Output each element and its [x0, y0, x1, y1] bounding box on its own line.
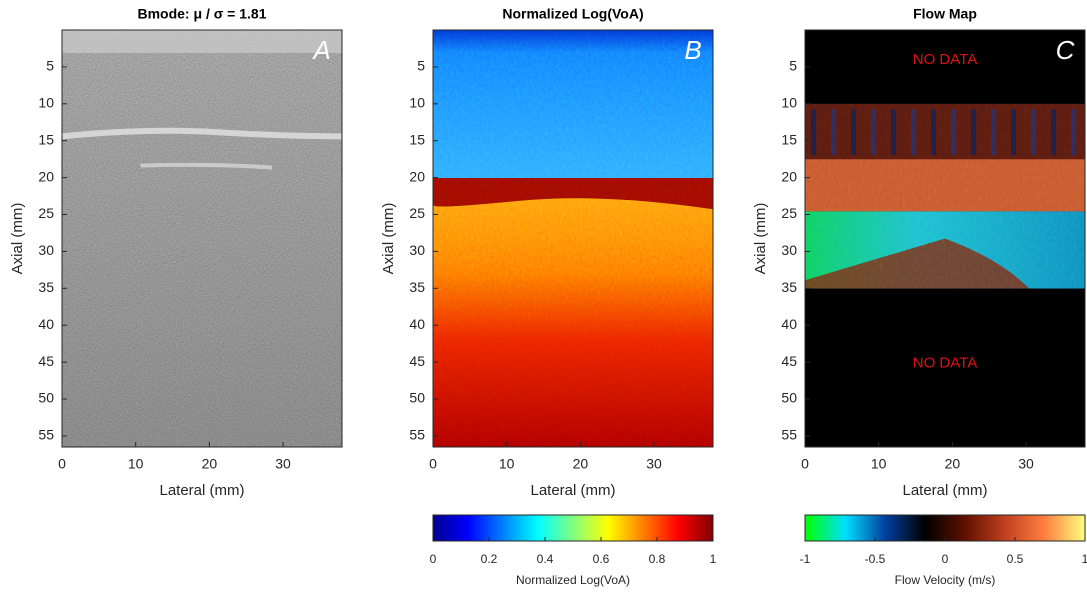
- panel-label: C: [1056, 35, 1075, 65]
- x-tick-label: 10: [499, 456, 515, 472]
- colorbar-tick-label: -0.5: [865, 552, 886, 566]
- colorbar-label: Flow Velocity (m/s): [895, 573, 996, 587]
- y-tick-label: 20: [38, 168, 54, 184]
- y-tick-label: 15: [781, 131, 797, 147]
- y-tick-label: 40: [781, 316, 797, 332]
- image-texture: [805, 103, 1085, 289]
- axes-box: [61, 29, 343, 448]
- y-tick-label: 20: [409, 168, 425, 184]
- colorbar-tick-label: 0.8: [649, 552, 666, 566]
- x-tick-label: 20: [945, 456, 961, 472]
- y-axis-label: Axial (mm): [380, 203, 397, 275]
- x-tick-label: 20: [202, 456, 218, 472]
- y-tick-label: 35: [781, 279, 797, 295]
- x-tick-label: 30: [1018, 456, 1034, 472]
- x-tick-label: 10: [871, 456, 887, 472]
- colorbar-tick-label: -1: [800, 552, 811, 566]
- y-tick-label: 25: [781, 205, 797, 221]
- image-shade: [62, 30, 342, 447]
- chart-title: Bmode: μ / σ = 1.81: [137, 6, 266, 22]
- colorbar-tick-label: 1: [1082, 552, 1087, 566]
- x-tick-label: 0: [429, 456, 437, 472]
- colorbar-tick-label: 0: [942, 552, 949, 566]
- colorbar-tick-label: 0.2: [481, 552, 498, 566]
- y-tick-label: 10: [409, 95, 425, 111]
- chart-title: Flow Map: [913, 6, 977, 22]
- y-axis-label: Axial (mm): [9, 203, 26, 275]
- colorbar-tick-label: 0: [430, 552, 437, 566]
- y-tick-label: 5: [46, 58, 54, 74]
- y-tick-label: 35: [409, 279, 425, 295]
- annotation: NO DATA: [913, 51, 977, 68]
- colorbar-tick-label: 0.4: [537, 552, 554, 566]
- y-tick-label: 40: [38, 316, 54, 332]
- x-axis-label: Lateral (mm): [902, 482, 987, 499]
- annotation: NO DATA: [913, 355, 977, 372]
- y-tick-label: 45: [409, 353, 425, 369]
- colorbar-tick-label: 0.6: [593, 552, 610, 566]
- chart-title: Normalized Log(VoA): [502, 6, 643, 22]
- colorbar: [432, 514, 714, 542]
- y-tick-label: 20: [781, 168, 797, 184]
- y-tick-label: 25: [409, 205, 425, 221]
- y-axis-label: Axial (mm): [752, 203, 769, 275]
- x-axis-label: Lateral (mm): [159, 482, 244, 499]
- y-tick-label: 50: [781, 390, 797, 406]
- colorbar-tick-label: 1: [710, 552, 717, 566]
- x-tick-label: 10: [128, 456, 144, 472]
- image: [433, 30, 713, 447]
- y-tick-label: 40: [409, 316, 425, 332]
- x-tick-label: 20: [573, 456, 589, 472]
- y-tick-label: 30: [781, 242, 797, 258]
- y-tick-label: 30: [409, 242, 425, 258]
- x-tick-label: 30: [275, 456, 291, 472]
- y-tick-label: 55: [38, 427, 54, 443]
- x-tick-label: 30: [646, 456, 662, 472]
- panel-label: A: [311, 35, 330, 65]
- y-tick-label: 5: [417, 58, 425, 74]
- y-tick-label: 10: [38, 95, 54, 111]
- image: [61, 30, 343, 447]
- y-tick-label: 5: [789, 58, 797, 74]
- y-tick-label: 15: [409, 131, 425, 147]
- image: [805, 30, 1085, 447]
- y-tick-label: 55: [781, 427, 797, 443]
- y-tick-label: 55: [409, 427, 425, 443]
- y-tick-label: 45: [38, 353, 54, 369]
- colorbar: [804, 514, 1086, 542]
- colorbar-label: Normalized Log(VoA): [516, 573, 630, 587]
- y-tick-label: 50: [409, 390, 425, 406]
- y-tick-label: 50: [38, 390, 54, 406]
- y-tick-label: 10: [781, 95, 797, 111]
- y-tick-label: 15: [38, 131, 54, 147]
- y-tick-label: 45: [781, 353, 797, 369]
- y-tick-label: 30: [38, 242, 54, 258]
- panel-label: B: [684, 35, 701, 65]
- x-tick-label: 0: [801, 456, 809, 472]
- colorbar-tick-label: 0.5: [1007, 552, 1024, 566]
- image-texture: [433, 30, 713, 447]
- axes-box: [804, 29, 1086, 448]
- y-tick-label: 35: [38, 279, 54, 295]
- x-axis-label: Lateral (mm): [530, 482, 615, 499]
- axes-box: [432, 29, 714, 448]
- y-tick-label: 25: [38, 205, 54, 221]
- x-tick-label: 0: [58, 456, 66, 472]
